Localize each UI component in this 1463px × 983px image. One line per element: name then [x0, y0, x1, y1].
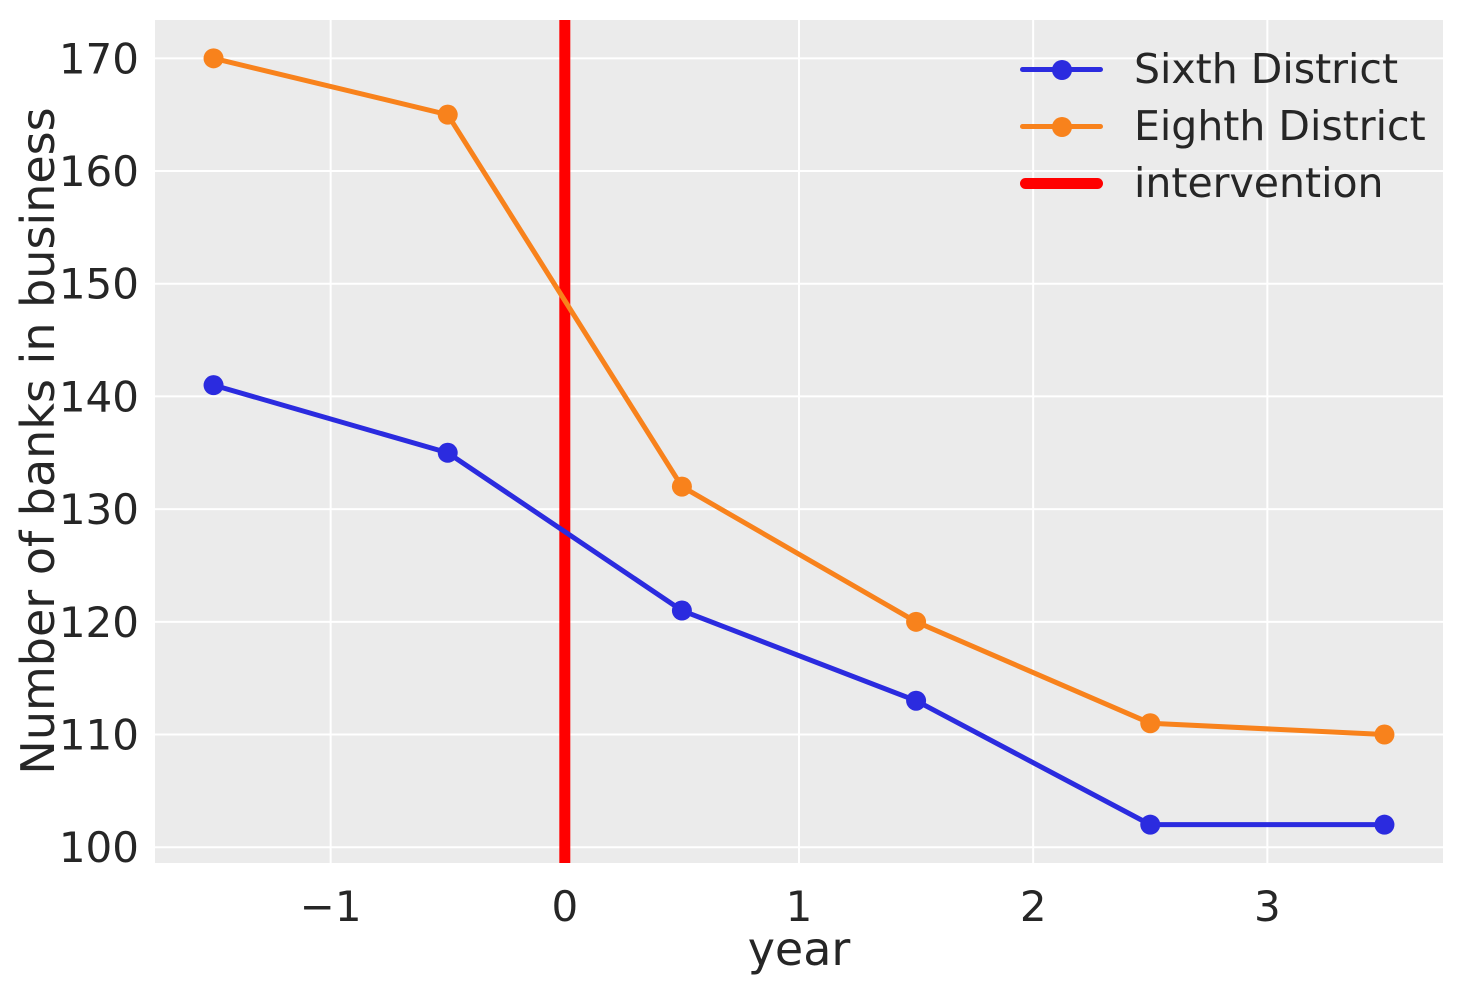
x-tick-label: 2	[1020, 882, 1047, 931]
data-point	[437, 104, 458, 125]
y-tick-label: 130	[59, 485, 139, 534]
y-tick-label: 140	[59, 372, 139, 421]
legend-item-eighth-district: Eighth District	[1020, 98, 1426, 155]
y-tick-labels: 100 110 120 130 140 150 160 170	[59, 34, 139, 872]
data-point	[1140, 814, 1161, 835]
series-line	[211, 382, 1387, 828]
data-point	[906, 690, 927, 711]
x-axis-title: year	[747, 922, 851, 976]
y-axis-title: Number of banks in business	[11, 107, 65, 775]
data-point	[203, 48, 224, 69]
y-tick-label: 160	[59, 147, 139, 196]
legend-item-intervention: intervention	[1020, 155, 1426, 212]
y-tick-label: 150	[59, 260, 139, 309]
data-point	[203, 375, 224, 396]
y-tick-label: 100	[59, 823, 139, 872]
data-point	[671, 600, 692, 621]
line-dot-marker-icon	[1020, 116, 1103, 137]
series-line	[211, 55, 1387, 738]
x-axis-title-wrap: year	[0, 922, 1463, 976]
line-dot-marker-icon	[1020, 59, 1103, 80]
legend-label-intervention: intervention	[1134, 159, 1384, 207]
data-point	[1374, 724, 1395, 745]
data-point	[437, 442, 458, 463]
data-point	[906, 611, 927, 632]
y-tick-label: 170	[59, 34, 139, 83]
thick-line-marker-icon	[1020, 174, 1103, 194]
data-point	[671, 476, 692, 497]
x-tick-labels: −1 0 1 2 3	[300, 882, 1281, 931]
legend-item-sixth-district: Sixth District	[1020, 41, 1426, 98]
x-tick-label: −1	[300, 882, 362, 931]
legend-label-sixth-district: Sixth District	[1134, 45, 1399, 93]
series-eighth-district	[203, 48, 1395, 745]
data-point	[1140, 713, 1161, 734]
x-tick-label: 0	[551, 882, 578, 931]
y-tick-label: 110	[59, 711, 139, 760]
y-tick-label: 120	[59, 598, 139, 647]
x-tick-label: 1	[786, 882, 813, 931]
series-sixth-district	[203, 375, 1395, 835]
legend-label-eighth-district: Eighth District	[1134, 102, 1426, 150]
x-tick-label: 3	[1254, 882, 1281, 931]
data-point	[1374, 814, 1395, 835]
legend: Sixth District Eighth District intervent…	[1020, 41, 1426, 212]
